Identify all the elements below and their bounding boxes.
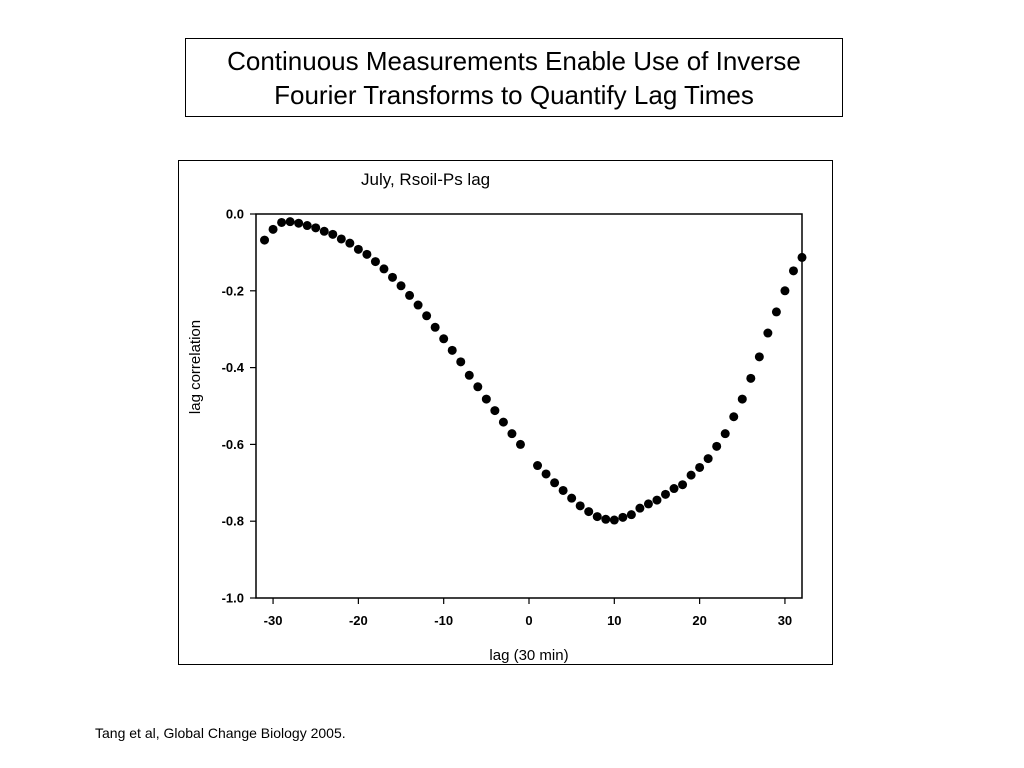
data-points [260,217,807,525]
data-point [515,439,525,449]
data-point [447,345,457,355]
data-point [353,244,363,254]
data-point [541,469,551,479]
data-point [473,382,483,392]
x-tick-label: -20 [349,613,368,628]
data-point [277,217,287,227]
data-point [626,510,636,520]
slide-title-box: Continuous Measurements Enable Use of In… [185,38,843,117]
data-point [464,370,474,380]
y-tick-label: -1.0 [222,591,244,606]
x-axis-label: lag (30 min) [489,647,568,664]
data-point [285,217,295,227]
data-point [737,394,747,404]
data-point [746,373,756,383]
data-point [362,249,372,259]
data-point [490,406,500,416]
data-point [754,352,764,362]
data-point [729,412,739,422]
data-point [413,300,423,310]
data-point [592,512,602,522]
y-axis: 0.0 -0.2 -0.4 -0.6 -0.8 -1.0 [222,207,256,606]
data-point [678,480,688,490]
data-point [712,441,722,451]
y-tick-label: -0.8 [222,514,244,529]
data-point [507,429,517,439]
plot-area [255,213,803,599]
data-point [481,394,491,404]
data-point [370,257,380,267]
y-tick-label: -0.4 [222,360,245,375]
data-point [311,223,321,233]
citation: Tang et al, Global Change Biology 2005. [95,725,346,741]
data-point [575,501,585,511]
data-point [771,307,781,317]
data-point [302,221,312,231]
lag-correlation-chart: July, Rsoil-Ps lag 0.0 -0.2 -0.4 -0.6 -0.8 -1… [187,170,807,664]
x-tick-label: 30 [778,613,792,628]
data-point [430,322,440,332]
data-point [797,252,807,262]
x-tick-label: -10 [434,613,453,628]
data-point [643,499,653,509]
data-point [635,503,645,513]
data-point [686,470,696,480]
data-point [788,266,798,276]
data-point [396,281,406,291]
chart-title: July, Rsoil-Ps lag [361,170,490,189]
data-point [422,311,432,321]
x-tick-label: 0 [525,613,532,628]
data-point [260,235,270,245]
x-tick-label: -30 [264,613,283,628]
slide-title-line-1: Continuous Measurements Enable Use of In… [227,45,801,76]
data-point [763,328,773,338]
data-point [456,357,466,367]
y-tick-label: 0.0 [226,207,244,222]
data-point [498,417,508,427]
data-point [268,224,278,234]
chart-frame: July, Rsoil-Ps lag 0.0 -0.2 -0.4 -0.6 -0.8 -1… [178,160,833,665]
slide-title-line-2: Fourier Transforms to Quantify Lag Times [274,79,754,110]
data-point [294,218,304,228]
data-point [703,454,713,464]
data-point [550,478,560,488]
data-point [405,290,415,300]
data-point [652,495,662,505]
data-point [345,238,355,248]
data-point [601,514,611,524]
y-axis-label: lag correlation [187,320,204,414]
x-tick-label: 20 [692,613,706,628]
data-point [533,461,543,471]
data-point [661,489,670,499]
data-point [780,286,790,296]
data-point [618,512,628,522]
x-axis: -30 -20 -10 0 10 20 30 [264,598,792,628]
data-point [584,507,594,517]
y-tick-label: -0.6 [222,437,244,452]
data-point [609,515,619,525]
data-point [379,264,389,274]
data-point [388,272,397,282]
data-point [319,226,329,236]
data-point [328,229,338,239]
data-point [695,462,705,472]
data-point [558,485,568,495]
x-tick-label: 10 [607,613,621,628]
data-point [336,234,346,244]
y-tick-label: -0.2 [222,283,244,298]
data-point [439,334,449,344]
data-point [567,493,577,503]
data-point [720,429,730,439]
data-point [669,484,679,494]
